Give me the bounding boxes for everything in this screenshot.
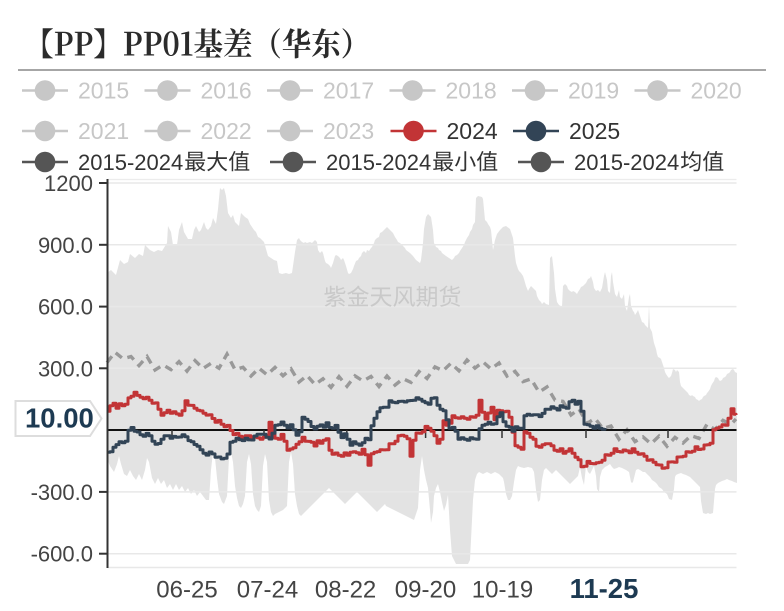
svg-text:2022: 2022 bbox=[201, 118, 252, 144]
svg-text:900.0: 900.0 bbox=[38, 233, 93, 258]
svg-text:2015-2024: 2015-2024 bbox=[78, 150, 183, 175]
svg-text:2015: 2015 bbox=[78, 78, 129, 104]
svg-text:2015-2024: 2015-2024 bbox=[574, 150, 679, 175]
svg-text:2018: 2018 bbox=[446, 78, 497, 104]
svg-text:-600.0: -600.0 bbox=[31, 542, 93, 567]
svg-text:2020: 2020 bbox=[691, 78, 742, 104]
svg-text:2016: 2016 bbox=[201, 78, 252, 104]
svg-text:2019: 2019 bbox=[568, 78, 619, 104]
svg-text:10-19: 10-19 bbox=[472, 577, 533, 604]
svg-text:2025: 2025 bbox=[569, 118, 620, 144]
svg-text:08-22: 08-22 bbox=[315, 577, 376, 604]
svg-text:2015-2024: 2015-2024 bbox=[326, 150, 431, 175]
svg-text:2023: 2023 bbox=[323, 118, 374, 144]
svg-text:2024: 2024 bbox=[447, 118, 498, 144]
svg-text:2021: 2021 bbox=[78, 118, 129, 144]
svg-text:09-20: 09-20 bbox=[395, 577, 456, 604]
svg-text:2017: 2017 bbox=[323, 78, 374, 104]
svg-text:07-24: 07-24 bbox=[237, 577, 298, 604]
svg-text:1200: 1200 bbox=[44, 171, 93, 196]
svg-text:600.0: 600.0 bbox=[38, 295, 93, 320]
svg-text:10.00: 10.00 bbox=[25, 403, 94, 434]
svg-text:11-25: 11-25 bbox=[570, 573, 639, 604]
svg-text:300.0: 300.0 bbox=[38, 356, 93, 381]
svg-text:-300.0: -300.0 bbox=[31, 480, 93, 505]
svg-text:06-25: 06-25 bbox=[156, 577, 217, 604]
